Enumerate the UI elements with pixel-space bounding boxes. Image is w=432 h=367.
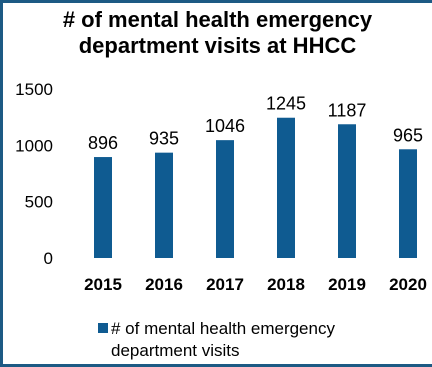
chart-title-line-1: # of mental health emergency [62, 7, 373, 32]
bar [216, 140, 234, 258]
bar [94, 157, 112, 258]
bar [155, 152, 173, 258]
legend-swatch [98, 323, 108, 333]
data-label: 1187 [328, 100, 367, 120]
x-tick-label: 2015 [84, 275, 122, 294]
bar [399, 149, 417, 258]
data-label: 1046 [205, 116, 245, 136]
data-label: 965 [393, 125, 423, 145]
y-tick-label: 1000 [15, 136, 53, 155]
bar [338, 124, 356, 258]
chart-title-line-2: department visits at HHCC [78, 33, 357, 58]
chart-frame: # of mental health emergency department … [3, 3, 432, 364]
x-tick-label: 2016 [145, 275, 183, 294]
legend-label-line-2-wrap: department visits [98, 340, 428, 362]
x-tick-label: 2019 [328, 275, 366, 294]
x-tick-label: 2018 [267, 275, 305, 294]
y-tick-label: 1500 [15, 80, 53, 99]
data-label: 935 [149, 129, 179, 149]
bar-chart: 0 500 1000 1500 896 2015 935 2016 1046 2017 1245 20… [15, 80, 427, 294]
legend-label-line-1: # of mental health emergency [111, 319, 335, 338]
x-tick-label: 2020 [389, 275, 427, 294]
data-label: 896 [88, 133, 118, 153]
legend: # of mental health emergency department … [98, 318, 428, 362]
bar [277, 117, 295, 258]
legend-entry: # of mental health emergency [98, 318, 428, 340]
y-tick-label: 0 [44, 249, 53, 268]
chart-title: # of mental health emergency department … [3, 7, 432, 59]
x-tick-label: 2017 [206, 275, 244, 294]
legend-label-line-2: department visits [111, 341, 240, 360]
y-tick-label: 500 [25, 193, 53, 212]
data-label: 1245 [266, 94, 306, 114]
